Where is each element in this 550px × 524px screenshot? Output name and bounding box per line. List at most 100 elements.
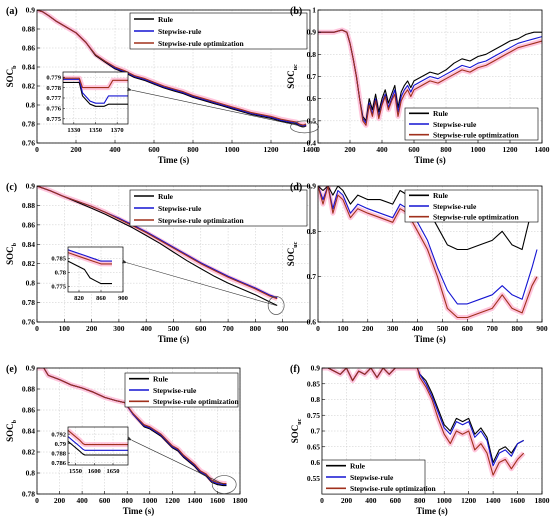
x-tick-label: 200 xyxy=(54,496,66,505)
y-tick-label: 0.65 xyxy=(307,442,320,451)
panel-c-series-line-1 xyxy=(37,186,278,306)
inset-x-tick-label: 1650 xyxy=(107,468,120,475)
y-tick-label: 0.76 xyxy=(22,318,35,327)
y-axis-label: SOCb xyxy=(5,242,18,265)
zoom-arrow-line xyxy=(126,262,277,306)
x-axis-label: Time (s) xyxy=(158,334,190,344)
y-tick-label: 0.5 xyxy=(307,116,317,125)
y-tick-label: 0.6 xyxy=(311,458,321,467)
y-tick-label: 0.86 xyxy=(22,220,35,229)
x-tick-label: 700 xyxy=(222,324,234,333)
x-tick-label: 200 xyxy=(344,145,356,154)
x-tick-label: 500 xyxy=(437,324,449,333)
x-tick-label: 800 xyxy=(440,145,452,154)
x-tick-label: 1600 xyxy=(510,496,525,505)
y-tick-label: 0.8 xyxy=(26,101,36,110)
panel-b: 0 200 400 600 800 1000 1200 14000.40.50.60.70.8… xyxy=(286,6,550,166)
y-tick-label: 0.9 xyxy=(311,364,321,373)
x-tick-label: 0 xyxy=(35,496,39,505)
panel-label: (a) xyxy=(6,6,18,17)
x-tick-label: 600 xyxy=(148,145,160,154)
x-tick-label: 300 xyxy=(113,324,125,333)
x-tick-label: 100 xyxy=(337,324,349,333)
inset-x-tick-label: 860 xyxy=(96,295,106,302)
x-axis-label: Time (s) xyxy=(414,155,446,165)
x-tick-label: 900 xyxy=(277,324,289,333)
panel-b-series-line-3 xyxy=(318,29,542,126)
y-tick-label: 0.4 xyxy=(307,139,317,148)
x-tick-label: 600 xyxy=(390,496,402,505)
x-axis-label: Time (s) xyxy=(414,334,446,344)
x-tick-label: 500 xyxy=(168,324,180,333)
y-axis-label-main: SOC xyxy=(5,246,15,265)
x-tick-label: 0 xyxy=(316,145,320,154)
y-tick-label: 0.84 xyxy=(22,427,35,436)
panel-e-series-line-3 xyxy=(37,368,227,485)
y-tick-label: 0.7 xyxy=(307,72,317,81)
inset-x-tick-label: 1600 xyxy=(88,468,101,475)
panel-f-series-highlight xyxy=(322,368,526,478)
x-tick-label: 800 xyxy=(122,496,134,505)
inset-y-tick-label: 0.788 xyxy=(51,450,66,457)
inset-y-tick-label: 0.775 xyxy=(46,116,61,123)
legend-label: Rule xyxy=(433,191,449,200)
inset: 1330 1350 1370 0.775 0.776 0.777 0.778 0.779 xyxy=(46,71,129,134)
y-axis-label-subscript: b xyxy=(12,65,18,69)
x-tick-label: 400 xyxy=(76,496,88,505)
panel-a-series-line-3 xyxy=(37,10,307,126)
y-axis-label: SOCuc xyxy=(286,241,299,266)
panel-label: (b) xyxy=(290,6,302,17)
x-tick-label: 1600 xyxy=(210,496,225,505)
legend-label: Stepwise-rule optimization xyxy=(153,397,239,406)
inset-y-tick-label: 0.776 xyxy=(46,106,61,113)
x-tick-label: 600 xyxy=(408,145,420,154)
inset-a-series-line-1 xyxy=(63,81,128,107)
y-tick-label: 0.9 xyxy=(307,182,317,191)
x-tick-label: 1200 xyxy=(165,496,180,505)
y-tick-label: 0.82 xyxy=(22,82,35,91)
y-axis-label-main: SOC xyxy=(286,70,296,89)
x-tick-label: 0 xyxy=(35,145,39,154)
legend-label: Stepwise-rule xyxy=(158,204,202,213)
y-tick-label: 0.8 xyxy=(26,469,36,478)
y-axis-label: SOCuc xyxy=(286,64,299,89)
x-tick-label: 1000 xyxy=(142,496,157,505)
panel-label: (f) xyxy=(290,364,300,375)
y-tick-label: 0.7 xyxy=(307,272,317,281)
zoom-arrow-head xyxy=(127,87,132,92)
y-tick-label: 0.8 xyxy=(311,395,321,404)
zoom-arrow-line xyxy=(131,89,305,128)
x-tick-label: 600 xyxy=(195,324,207,333)
x-axis-label: Time (s) xyxy=(158,155,190,165)
x-tick-label: 800 xyxy=(414,496,426,505)
legend-label: Stepwise-rule xyxy=(153,386,197,395)
y-tick-label: 0.84 xyxy=(22,240,35,249)
y-axis-label-subscript: uc xyxy=(293,64,299,70)
zoom-arrow-head xyxy=(127,436,132,441)
x-tick-label: 1400 xyxy=(535,145,550,154)
inset-y-tick-label: 0.78 xyxy=(55,270,67,277)
y-tick-label: 0.78 xyxy=(22,120,35,129)
x-tick-label: 1000 xyxy=(471,145,486,154)
x-tick-label: 800 xyxy=(187,145,199,154)
y-tick-label: 0.6 xyxy=(307,94,317,103)
y-tick-label: 0.88 xyxy=(22,201,35,210)
x-tick-label: 0 xyxy=(35,324,39,333)
y-tick-label: 0.84 xyxy=(22,63,35,72)
inset-a-series-line-2 xyxy=(63,78,128,104)
y-axis-label-subscript: b xyxy=(12,242,18,246)
y-tick-label: 0.9 xyxy=(26,182,36,191)
inset-x-tick-label: 1370 xyxy=(111,127,124,134)
y-axis-label: SOCb xyxy=(5,419,18,442)
axes-frame xyxy=(36,9,311,144)
x-tick-label: 0 xyxy=(316,324,320,333)
y-axis-label-subscript: uc xyxy=(297,418,303,424)
legend-label: Rule xyxy=(433,109,449,118)
y-tick-label: 0.7 xyxy=(311,427,321,436)
legend-frame xyxy=(129,12,308,50)
inset-c-series-line-3 xyxy=(68,252,112,265)
inset-y-tick-label: 0.792 xyxy=(51,431,66,438)
